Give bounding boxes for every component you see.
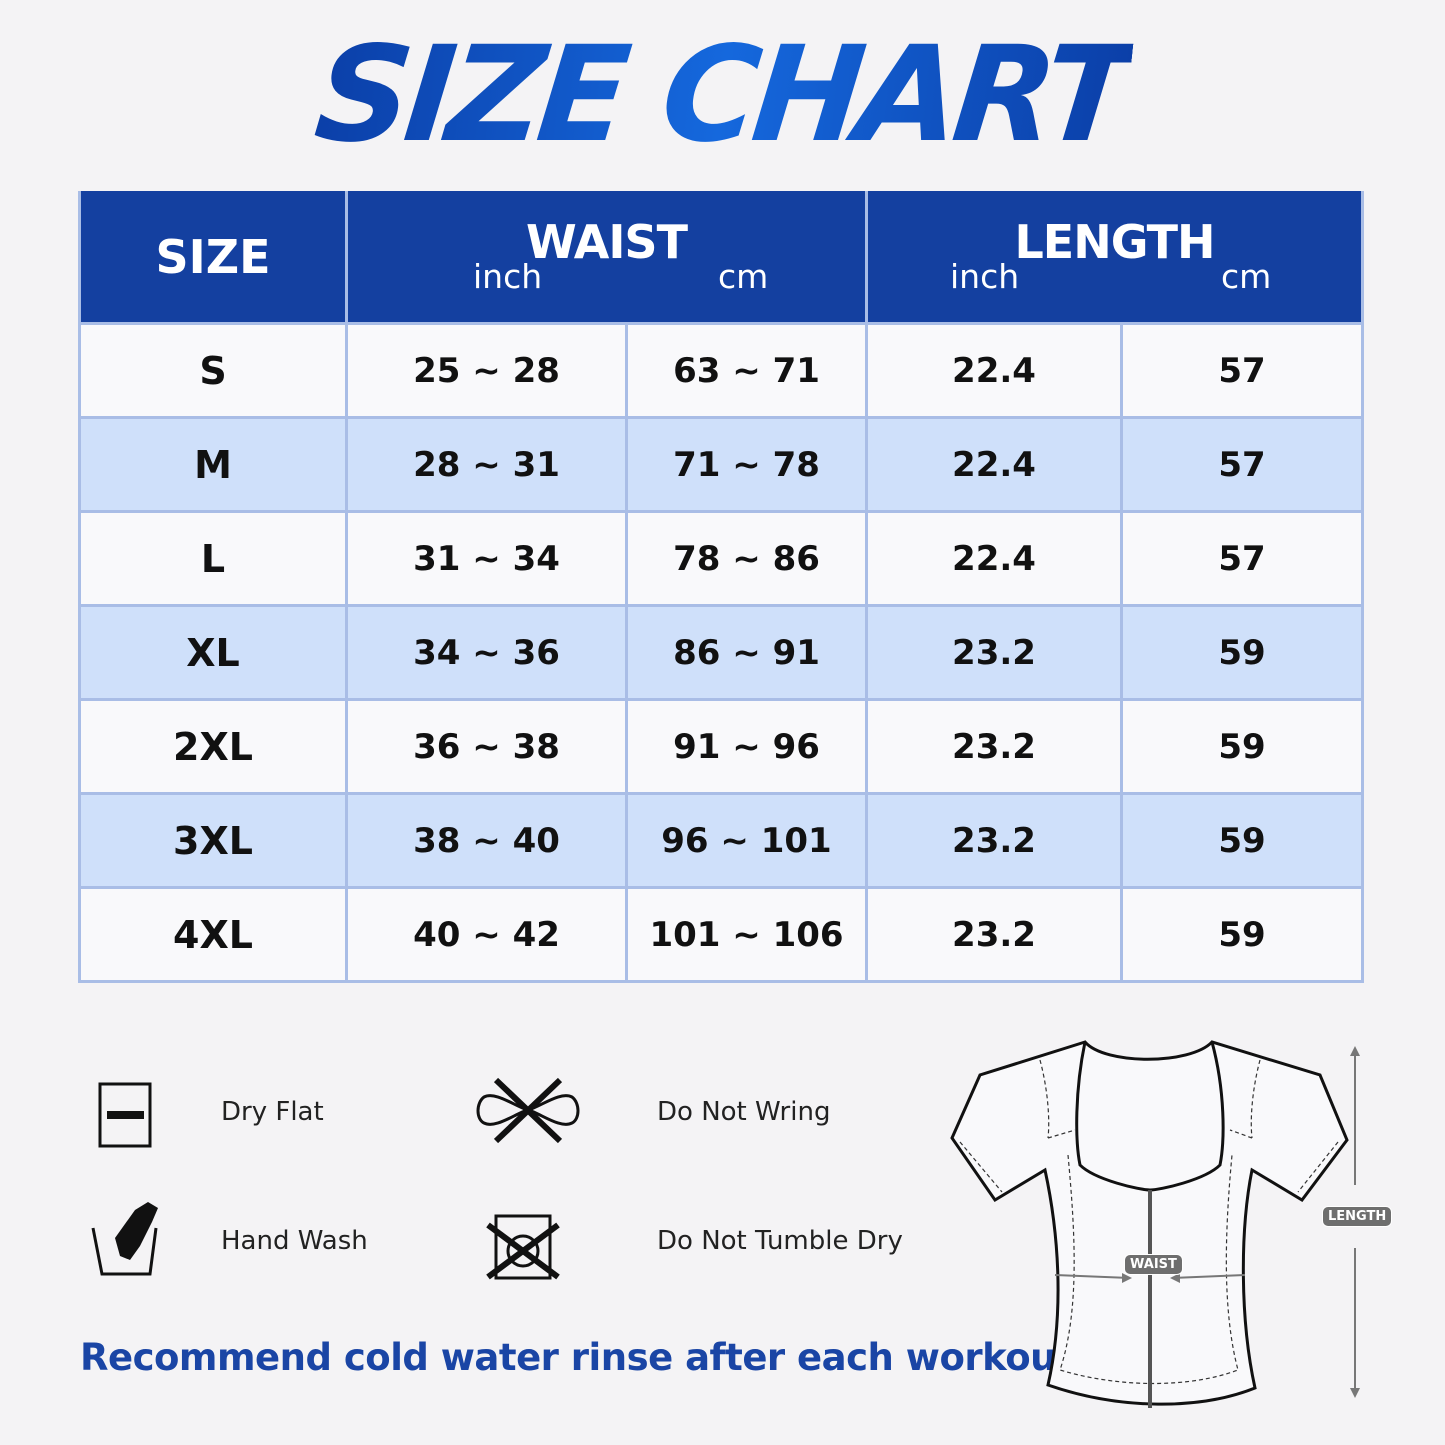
cell-waist-cm: 78 ~ 86 [625, 510, 868, 607]
cell-size: 3XL [78, 792, 348, 889]
size-table: SIZE WAIST inch cm LENGTH inch cm S 25 ~ … [78, 191, 1364, 983]
cell-waist-cm: 71 ~ 78 [625, 416, 868, 513]
cell-length-cm: 57 [1120, 322, 1364, 419]
cell-waist-inch: 25 ~ 28 [345, 322, 628, 419]
care-label-do-not-wring: Do Not Wring [657, 1097, 831, 1127]
cell-waist-cm: 96 ~ 101 [625, 792, 868, 889]
cell-length-inch: 23.2 [865, 698, 1123, 795]
garment-diagram [950, 1040, 1360, 1408]
cell-waist-inch: 40 ~ 42 [345, 886, 628, 983]
cell-size: L [78, 510, 348, 607]
table-row: M 28 ~ 31 71 ~ 78 22.4 57 [78, 416, 1364, 513]
table-row: XL 34 ~ 36 86 ~ 91 23.2 59 [78, 604, 1364, 701]
do-not-wring-icon [476, 1077, 580, 1144]
hand-wash-icon [91, 1202, 158, 1276]
table-header: SIZE WAIST inch cm LENGTH inch cm [78, 191, 1364, 325]
cell-length-inch: 22.4 [865, 322, 1123, 419]
cell-waist-inch: 28 ~ 31 [345, 416, 628, 513]
cell-waist-cm: 91 ~ 96 [625, 698, 868, 795]
table-row: L 31 ~ 34 78 ~ 86 22.4 57 [78, 510, 1364, 607]
cell-waist-cm: 101 ~ 106 [625, 886, 868, 983]
cell-length-cm: 57 [1120, 510, 1364, 607]
care-label-do-not-tumble-dry: Do Not Tumble Dry [657, 1226, 903, 1256]
page-title: SIZE CHART [308, 18, 1137, 172]
do-not-tumble-dry-icon [486, 1214, 560, 1280]
care-note: Recommend cold water rinse after each wo… [80, 1336, 1087, 1379]
cell-size: S [78, 322, 348, 419]
cell-length-cm: 57 [1120, 416, 1364, 513]
cell-waist-inch: 34 ~ 36 [345, 604, 628, 701]
cell-waist-inch: 31 ~ 34 [345, 510, 628, 607]
cell-waist-cm: 86 ~ 91 [625, 604, 868, 701]
cell-length-cm: 59 [1120, 604, 1364, 701]
waist-label: WAIST [1124, 1254, 1183, 1275]
cell-length-inch: 23.2 [865, 604, 1123, 701]
care-label-dry-flat: Dry Flat [221, 1097, 324, 1127]
cell-length-cm: 59 [1120, 698, 1364, 795]
table-row: 4XL 40 ~ 42 101 ~ 106 23.2 59 [78, 886, 1364, 983]
cell-length-inch: 22.4 [865, 510, 1123, 607]
cell-size: 4XL [78, 886, 348, 983]
cell-waist-inch: 38 ~ 40 [345, 792, 628, 889]
header-size: SIZE [78, 191, 348, 325]
cell-length-inch: 23.2 [865, 886, 1123, 983]
header-length: LENGTH inch cm [865, 191, 1364, 325]
cell-size: XL [78, 604, 348, 701]
cell-length-cm: 59 [1120, 792, 1364, 889]
cell-waist-inch: 36 ~ 38 [345, 698, 628, 795]
table-row: S 25 ~ 28 63 ~ 71 22.4 57 [78, 322, 1364, 419]
cell-length-inch: 23.2 [865, 792, 1123, 889]
table-row: 3XL 38 ~ 40 96 ~ 101 23.2 59 [78, 792, 1364, 889]
table-row: 2XL 36 ~ 38 91 ~ 96 23.2 59 [78, 698, 1364, 795]
header-waist: WAIST inch cm [345, 191, 868, 325]
cell-size: M [78, 416, 348, 513]
cell-length-cm: 59 [1120, 886, 1364, 983]
cell-size: 2XL [78, 698, 348, 795]
care-label-hand-wash: Hand Wash [221, 1226, 368, 1256]
cell-waist-cm: 63 ~ 71 [625, 322, 868, 419]
dry-flat-icon [98, 1082, 152, 1148]
cell-length-inch: 22.4 [865, 416, 1123, 513]
length-label: LENGTH [1322, 1206, 1393, 1227]
